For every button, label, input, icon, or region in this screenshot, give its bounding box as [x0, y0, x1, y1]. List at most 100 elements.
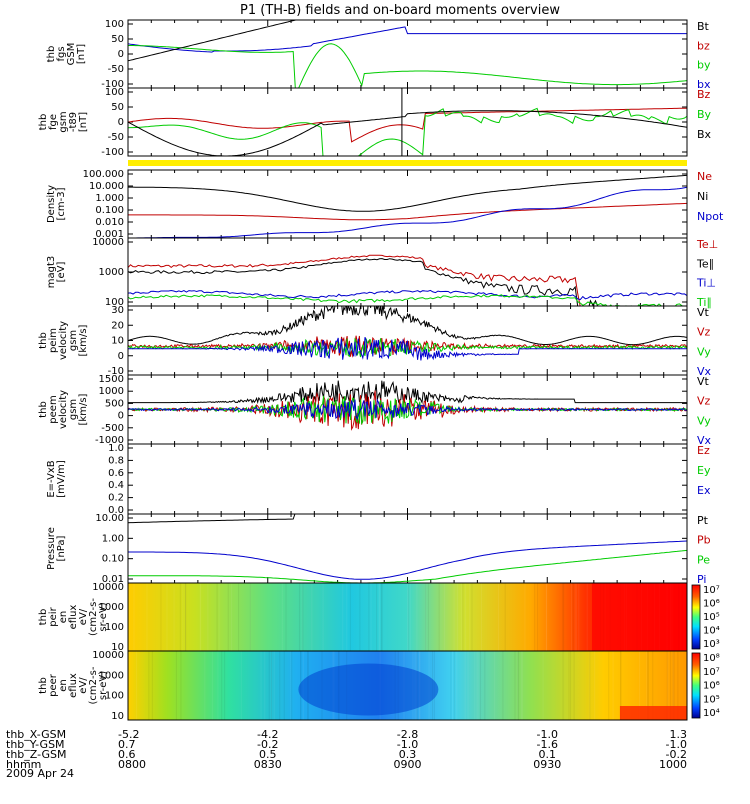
- colorbar-label: 10⁷: [703, 667, 720, 678]
- ytick-p5: 10: [111, 336, 124, 347]
- ylabel-p4-0: magt3: [46, 256, 57, 289]
- panel-p1: thb fgs GSM [nT] 100 50 0 -50 -100 Bt bz by bx: [46, 19, 711, 91]
- ytick-p9: 100: [105, 622, 124, 633]
- ytick-p6: -500: [101, 423, 124, 434]
- ytick-p1: -50: [108, 64, 124, 75]
- ytick-p2: 50: [111, 102, 124, 113]
- series-p3-black: [128, 174, 687, 212]
- panel-p2: thb fge gsm -t89 [nT] 100 50 0 -50 -100 Bz By Bx: [38, 87, 712, 158]
- ytick-p6: 500: [105, 398, 124, 409]
- ytick-p7: 0.4: [108, 480, 124, 491]
- ytick-p1: 50: [111, 34, 124, 45]
- panel-p8: Pressure [nPa] 10.00 1.00 0.10 0.01 Pt Pb Pe Pi: [46, 513, 711, 586]
- footer-value: 0900: [394, 758, 422, 771]
- ytick-p2: -50: [108, 132, 124, 143]
- series-p1-black: [128, 20, 298, 62]
- footer-value: -0.2: [666, 748, 687, 761]
- series-p4-green: [128, 294, 687, 306]
- ylabel-p1-1: fgs: [56, 46, 67, 61]
- ytick-p7: 0.2: [108, 493, 124, 504]
- series-p4-red: [128, 254, 581, 306]
- ytick-p4: 1000: [99, 267, 124, 278]
- ytick-p2: 0: [118, 117, 124, 128]
- ylabel-p10-0: thb: [38, 677, 49, 694]
- series-p4-blue: [128, 289, 687, 301]
- footer-value: 0830: [254, 758, 282, 771]
- colorbar-label: 10⁶: [703, 681, 720, 692]
- ylabel-p9-0: thb: [38, 609, 49, 626]
- series-p5-blue: [128, 337, 687, 361]
- ylabel-p5-0: thb: [38, 332, 49, 349]
- ytick-p8: 1.00: [102, 533, 124, 544]
- ylabel-p5-1: peim: [48, 328, 59, 353]
- footer-value: 1.3: [670, 728, 688, 741]
- colorbar-label: 10⁴: [703, 626, 720, 637]
- ytick-p3: 10.000: [89, 181, 124, 192]
- ytick-p4: 100: [105, 297, 124, 308]
- legend-p6: Vy: [697, 414, 711, 427]
- legend-p2: Bz: [697, 88, 711, 101]
- ytick-p5: -10: [108, 366, 124, 377]
- ylabel-p5-3: gsm: [68, 330, 79, 351]
- ytick-p10: 1000: [99, 670, 124, 681]
- colorbar-label: 10⁴: [703, 708, 720, 719]
- ylabel-p6-2: velocity: [58, 390, 69, 429]
- ytick-p5: 20: [111, 320, 124, 331]
- footer-value: 0.5: [259, 748, 277, 761]
- ylabel-p10-5: (cm2-s-: [88, 666, 99, 704]
- ylabel-p6-0: thb: [38, 401, 49, 418]
- footer-value: 0.1: [539, 748, 557, 761]
- legend-p4: Ti⊥: [696, 277, 716, 290]
- legend-p5: Vy: [697, 345, 711, 358]
- ytick-p8: 0.01: [102, 574, 124, 585]
- ylabel-p2-4: [nT]: [78, 112, 89, 132]
- legend-p7: Ez: [697, 444, 710, 457]
- legend-p7: Ey: [697, 464, 711, 477]
- footer-value: -1.0: [666, 738, 687, 751]
- legend-p4: Te⊥: [696, 238, 718, 251]
- footer-value: -0.2: [257, 738, 278, 751]
- ytick-p3: 0.100: [95, 205, 124, 216]
- ylabel-p6-3: gsm: [68, 399, 79, 420]
- ytick-p2: -100: [101, 147, 124, 158]
- panel-p4: magt3 [eV] 10000 1000 100 Te⊥ Te∥ Ti⊥ Ti∥: [46, 237, 718, 309]
- spectrogram-p9: [128, 583, 687, 651]
- footer-label: thb_Y-GSM: [6, 738, 65, 751]
- ylabel-p10-2: en: [58, 679, 69, 692]
- series-p2-red: [128, 107, 687, 143]
- ylabel-p2-0: thb: [38, 114, 49, 131]
- series-p3-red: [128, 202, 687, 221]
- ylabel-p9-5: (cm2-s-: [88, 598, 99, 636]
- ytick-p5: 30: [111, 305, 124, 316]
- legend-p5: Vz: [697, 326, 711, 339]
- ylabel-p7-1: [mV/m]: [56, 460, 67, 498]
- ytick-p6: 0: [118, 411, 124, 422]
- ytick-p7: 0.0: [108, 505, 124, 516]
- legend-p2: Bx: [697, 128, 712, 141]
- legend-p1: bz: [697, 39, 710, 52]
- ytick-p1: -100: [101, 79, 124, 90]
- ytick-p5: 0: [118, 351, 124, 362]
- series-p1-green: [128, 43, 687, 88]
- legend-p5: Vx: [697, 365, 712, 378]
- footer-value: -1.0: [397, 738, 418, 751]
- colorbar-label: 10⁸: [703, 653, 720, 664]
- legend-p8: Pe: [697, 553, 710, 566]
- series-p2-green: [128, 107, 687, 156]
- footer-value: 0800: [118, 758, 146, 771]
- ylabel-p9-6: sr-eV): [98, 602, 109, 631]
- legend-p7: Ex: [697, 484, 711, 497]
- series-p1-blue: [128, 26, 687, 53]
- ylabel-p5-4: [km/s]: [78, 324, 89, 356]
- ytick-p9: 10000: [92, 582, 124, 593]
- series-p6-black: [128, 380, 687, 405]
- panel-p7: E=-VxB [mV/m] 1.00.8 0.60.4 0.20.0 Ez Ey Ex: [46, 443, 711, 516]
- ylabel-p6-1: peem: [48, 395, 59, 423]
- ylabel-p10-1: peer: [48, 673, 59, 697]
- ytick-p7: 0.6: [108, 468, 124, 479]
- panel-p5: thb peim velocity gsm [km/s] 30 20 10 0 -10 Vt Vz Vy…: [38, 305, 712, 378]
- ylabel-p1-0: thb: [46, 46, 57, 63]
- series-p6-blue: [128, 398, 687, 421]
